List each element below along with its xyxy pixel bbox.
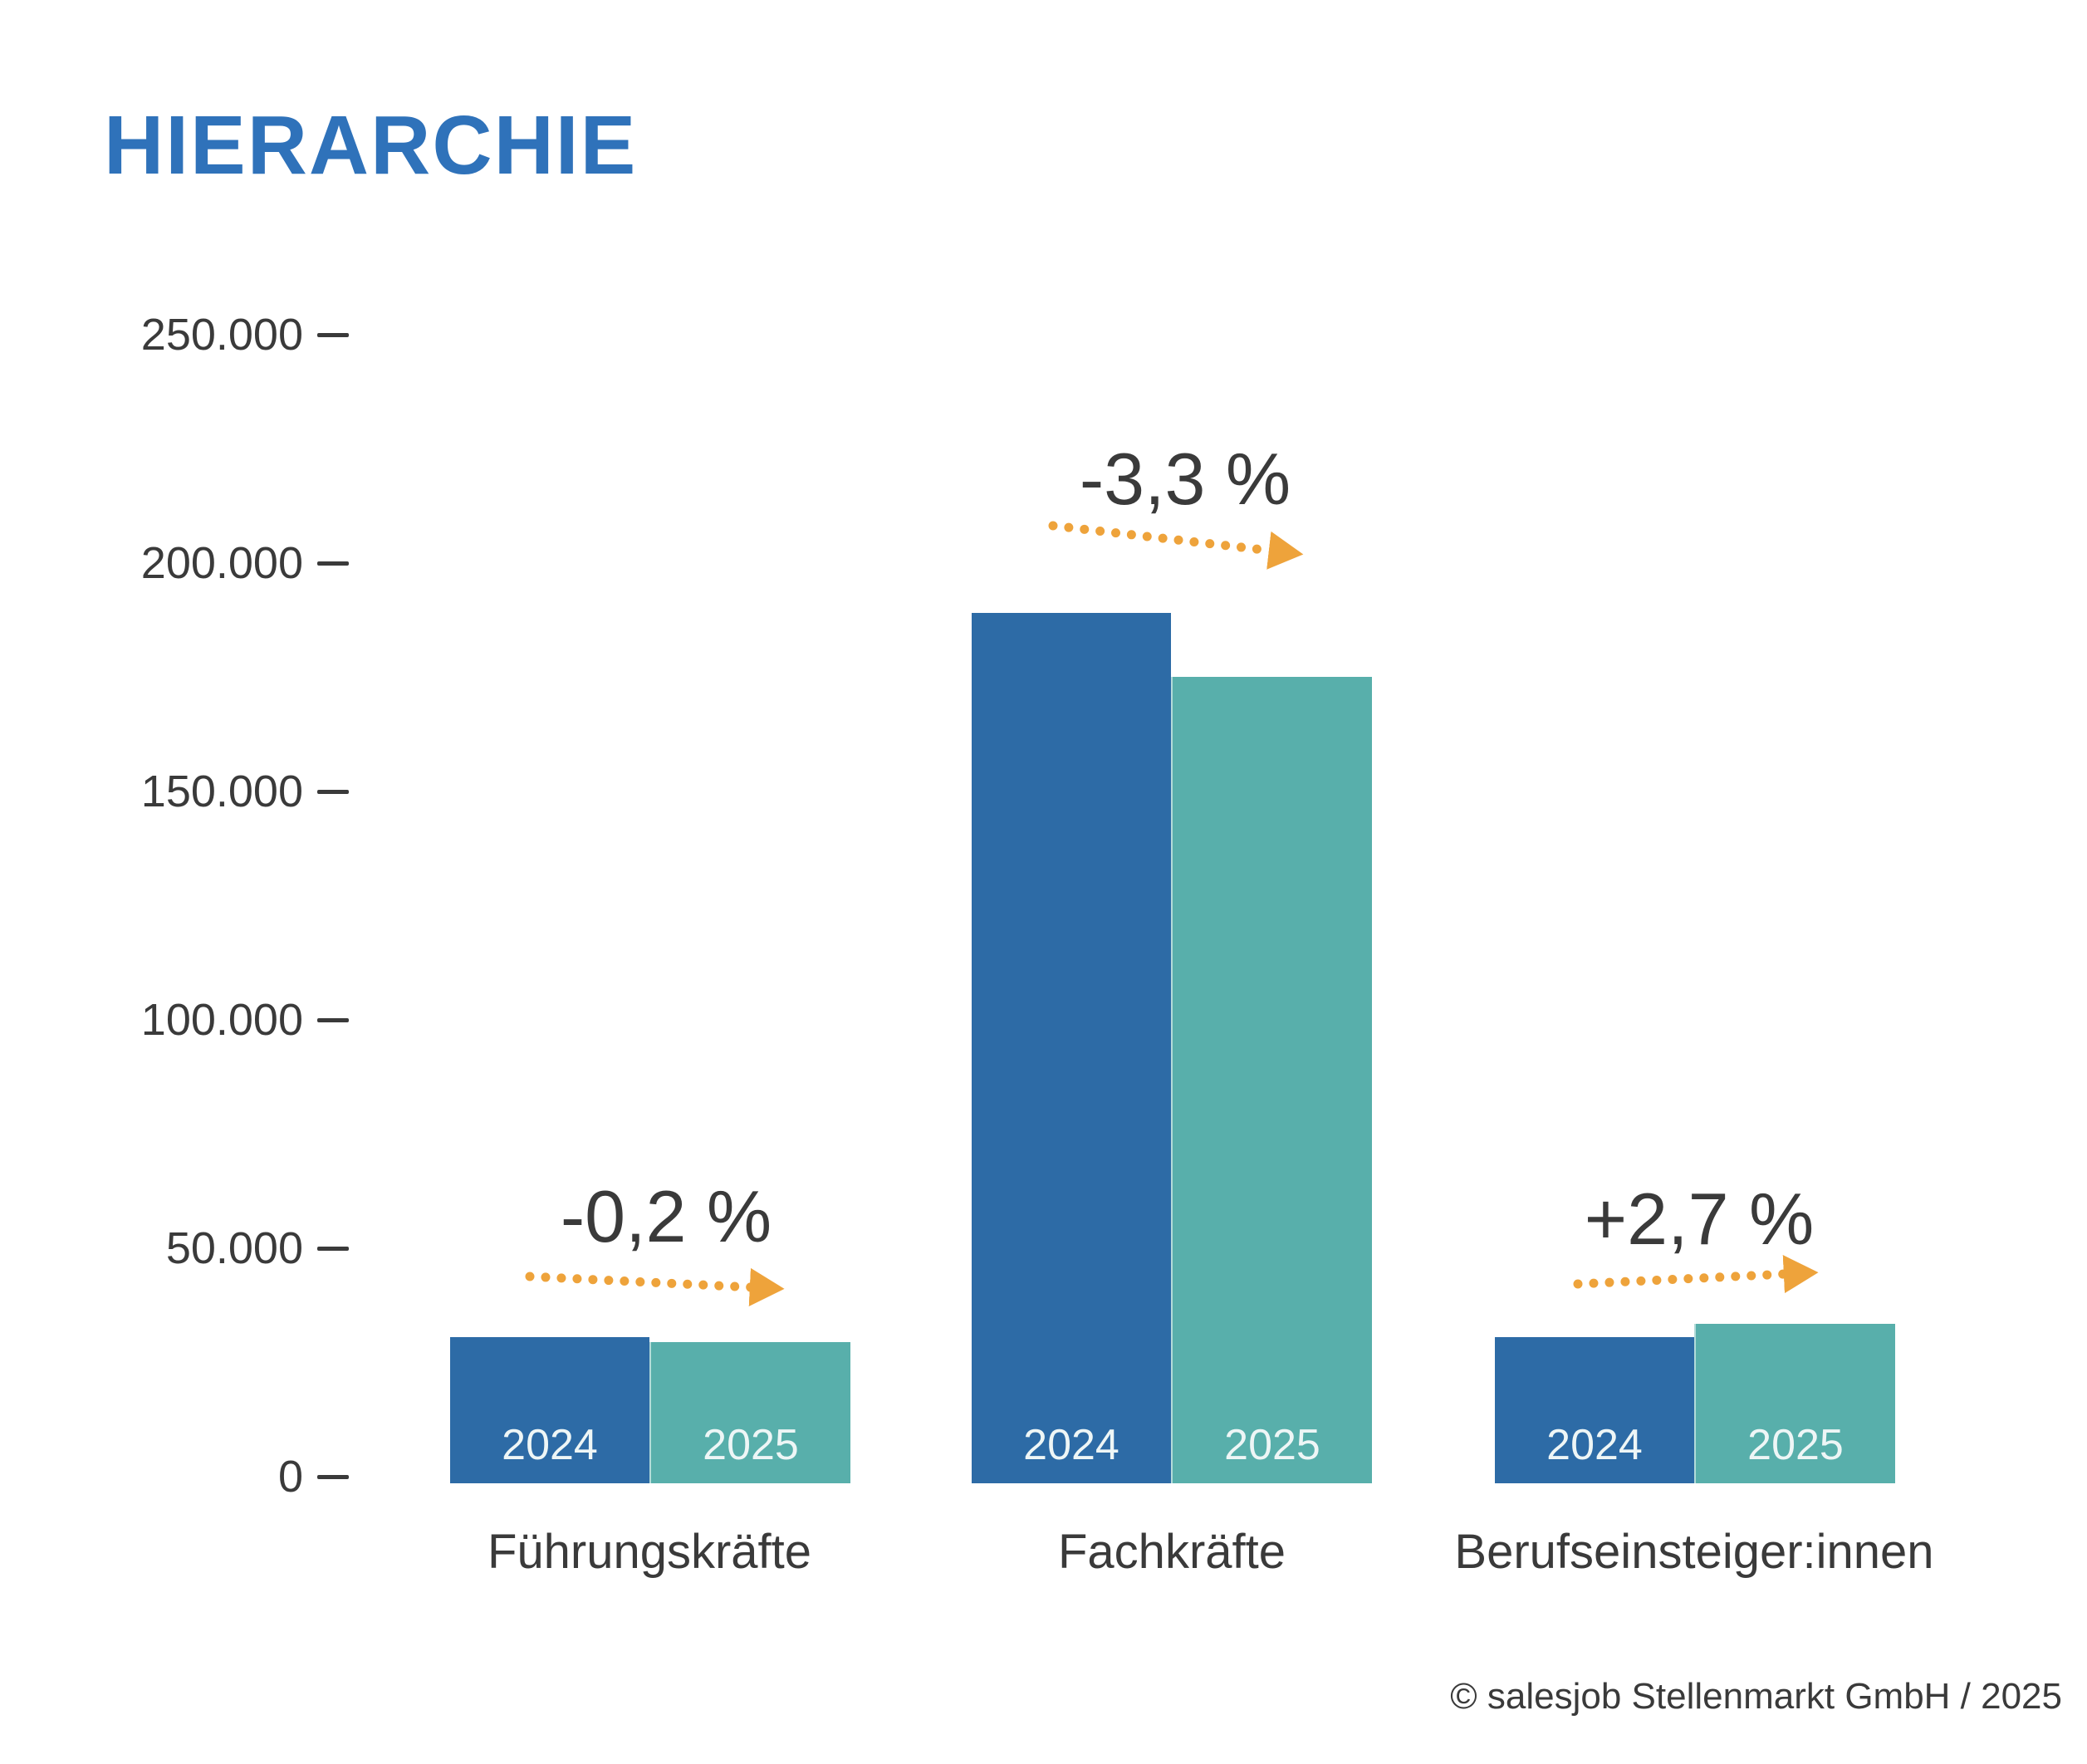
page-title: HIERARCHIE (104, 99, 638, 192)
y-tick-label: 200.000 (140, 538, 303, 588)
y-tick-mark (317, 1247, 349, 1251)
trend-arrow-icon (1048, 521, 1304, 570)
change-annotation: -0,2 % (560, 1175, 772, 1257)
category-label: Fachkräfte (1058, 1525, 1286, 1579)
bar-2024-berufseinsteiger-innen: 2024 (1495, 1337, 1694, 1483)
year-label: 2025 (1224, 1420, 1320, 1469)
trend-arrow-icon (1573, 1255, 1819, 1294)
category-label: Berufseinsteiger:innen (1454, 1525, 1934, 1579)
y-tick-label: 50.000 (165, 1223, 303, 1273)
y-tick-label: 0 (277, 1452, 303, 1502)
copyright-note: © salesjob Stellenmarkt GmbH / 2025 (1450, 1676, 2062, 1717)
year-label: 2025 (1747, 1420, 1844, 1469)
y-tick-label: 250.000 (140, 310, 303, 360)
change-annotation: -3,3 % (1079, 438, 1291, 520)
bar-2025-fachkr-fte: 2025 (1171, 676, 1372, 1483)
y-tick-label: 100.000 (140, 995, 303, 1045)
y-tick-mark (317, 1475, 349, 1479)
year-label: 2024 (1023, 1420, 1119, 1469)
bar-2024-fachkr-fte: 2024 (972, 612, 1171, 1483)
bar-2024-f-hrungskr-fte: 2024 (450, 1337, 649, 1483)
y-tick-label: 150.000 (140, 767, 303, 816)
category-label: Führungskräfte (487, 1525, 812, 1579)
bar-2025-f-hrungskr-fte: 2025 (649, 1341, 850, 1483)
change-annotation: +2,7 % (1584, 1178, 1815, 1260)
trend-arrow-icon (525, 1267, 785, 1306)
bar-2025-berufseinsteiger-innen: 2025 (1694, 1323, 1895, 1483)
y-tick-mark (317, 561, 349, 566)
year-label: 2024 (502, 1420, 598, 1469)
y-tick-mark (317, 790, 349, 794)
year-label: 2024 (1546, 1420, 1643, 1469)
year-label: 2025 (703, 1420, 799, 1469)
y-tick-mark (317, 333, 349, 337)
y-tick-mark (317, 1018, 349, 1022)
